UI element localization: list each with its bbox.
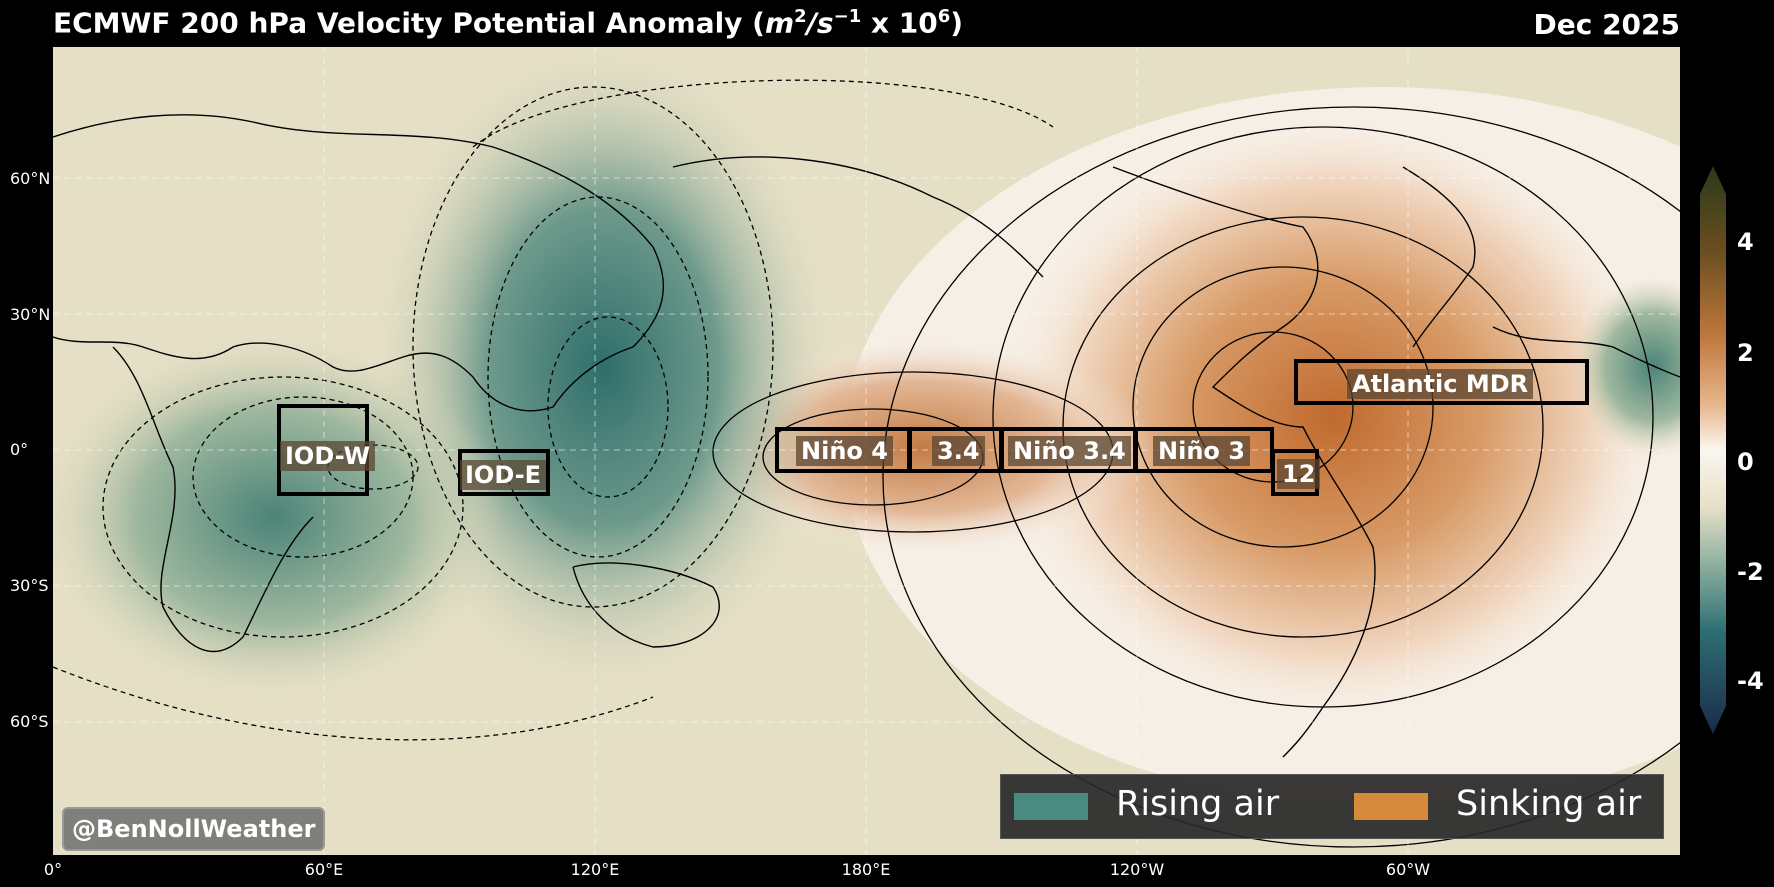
legend: Rising air Sinking air (1000, 774, 1664, 839)
region-label-nino12: 12 (1277, 459, 1321, 489)
colorbar-tick-2: 2 (1737, 339, 1754, 367)
lon-tick-180: 180°E (841, 860, 891, 879)
lat-tick-30n: 30°N (10, 305, 51, 324)
colorbar-tick-neg4: -4 (1737, 667, 1764, 695)
lon-tick-120w: 120°W (1109, 860, 1165, 879)
colorbar-tick-4: 4 (1737, 228, 1754, 256)
region-label-nino4: Niño 4 (796, 436, 893, 466)
colorbar (1700, 166, 1726, 734)
lon-tick-60e: 60°E (304, 860, 344, 879)
lat-tick-60s: 60°S (10, 712, 49, 731)
lon-tick-120e: 120°E (570, 860, 620, 879)
region-label-nino34-short: 3.4 (932, 436, 985, 466)
legend-swatch-rising (1014, 793, 1088, 820)
legend-label-rising: Rising air (1116, 784, 1280, 824)
lat-tick-30s: 30°S (10, 576, 49, 595)
colorbar-tick-neg2: -2 (1737, 558, 1764, 586)
region-label-iod-e: IOD-E (460, 460, 547, 490)
legend-label-sinking: Sinking air (1456, 784, 1642, 824)
region-label-atlantic-mdr: Atlantic MDR (1347, 369, 1534, 399)
velocity-potential-map (53, 47, 1680, 855)
legend-swatch-sinking (1354, 793, 1428, 820)
region-label-iod-w: IOD-W (280, 441, 376, 471)
region-label-nino34: Niño 3.4 (1008, 436, 1131, 466)
lon-tick-60w: 60°W (1385, 860, 1431, 879)
colorbar-tick-0: 0 (1737, 448, 1754, 476)
date-label: Dec 2025 (1533, 8, 1680, 41)
chart-title: ECMWF 200 hPa Velocity Potential Anomaly… (53, 6, 964, 40)
lat-tick-60n: 60°N (10, 169, 51, 188)
lat-tick-0: 0° (10, 440, 29, 459)
region-label-nino3: Niño 3 (1153, 436, 1250, 466)
credit-watermark: @BenNollWeather (62, 807, 326, 851)
lon-tick-0: 0° (43, 860, 63, 879)
region-box-atlantic-mdr (1294, 359, 1589, 405)
